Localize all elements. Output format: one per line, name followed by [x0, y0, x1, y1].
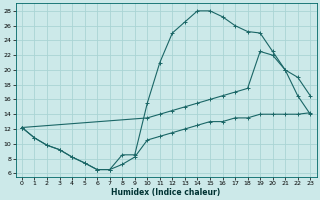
X-axis label: Humidex (Indice chaleur): Humidex (Indice chaleur): [111, 188, 221, 197]
